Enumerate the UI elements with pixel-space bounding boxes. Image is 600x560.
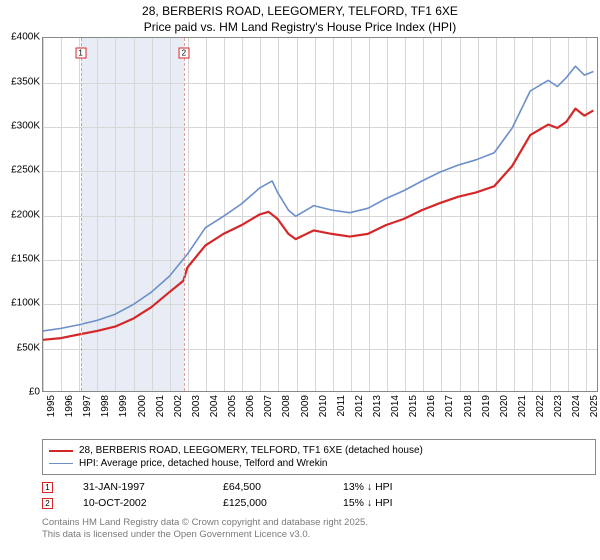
x-tick-label: 2020 bbox=[499, 395, 510, 417]
x-tick-label: 2002 bbox=[173, 395, 184, 417]
x-tick-label: 2004 bbox=[209, 395, 220, 417]
y-tick-label: £200K bbox=[11, 209, 40, 220]
legend-row: HPI: Average price, detached house, Telf… bbox=[49, 457, 589, 470]
x-tick-label: 1997 bbox=[82, 395, 93, 417]
x-tick-label: 1998 bbox=[100, 395, 111, 417]
y-tick-label: £350K bbox=[11, 76, 40, 87]
sale-price: £125,000 bbox=[223, 497, 313, 509]
x-tick-label: 2006 bbox=[245, 395, 256, 417]
legend-label: HPI: Average price, detached house, Telf… bbox=[79, 458, 328, 469]
x-tick-label: 2013 bbox=[372, 395, 383, 417]
x-tick-label: 2011 bbox=[336, 395, 347, 417]
x-tick-label: 2001 bbox=[155, 395, 166, 417]
x-tick-label: 2003 bbox=[191, 395, 202, 417]
x-tick-label: 2017 bbox=[444, 395, 455, 417]
y-tick-label: £250K bbox=[11, 165, 40, 176]
x-tick-label: 2023 bbox=[553, 395, 564, 417]
footer-line-2: This data is licensed under the Open Gov… bbox=[42, 529, 600, 541]
sale-delta: 15% ↓ HPI bbox=[343, 497, 443, 509]
x-tick-label: 2007 bbox=[263, 395, 274, 417]
y-tick-label: £400K bbox=[11, 32, 40, 43]
y-tick-label: £100K bbox=[11, 298, 40, 309]
x-tick-label: 2010 bbox=[318, 395, 329, 417]
x-tick-label: 2014 bbox=[390, 395, 401, 417]
x-tick-label: 1999 bbox=[118, 395, 129, 417]
x-tick-label: 2018 bbox=[463, 395, 474, 417]
sale-row-marker: 1 bbox=[42, 482, 53, 493]
x-tick-label: 2000 bbox=[137, 395, 148, 417]
sale-date: 10-OCT-2002 bbox=[83, 497, 193, 509]
legend-row: 28, BERBERIS ROAD, LEEGOMERY, TELFORD, T… bbox=[49, 444, 589, 457]
chart-title: 28, BERBERIS ROAD, LEEGOMERY, TELFORD, T… bbox=[0, 0, 600, 37]
sale-row: 1 31-JAN-1997 £64,500 13% ↓ HPI bbox=[42, 479, 600, 495]
y-tick-label: £150K bbox=[11, 254, 40, 265]
x-tick-label: 2008 bbox=[281, 395, 292, 417]
x-tick-label: 2021 bbox=[517, 395, 528, 417]
x-tick-label: 2025 bbox=[589, 395, 600, 417]
chart-area: £0£50K£100K£150K£200K£250K£300K£350K£400… bbox=[0, 37, 600, 437]
sale-marker-line bbox=[184, 38, 185, 391]
legend: 28, BERBERIS ROAD, LEEGOMERY, TELFORD, T… bbox=[42, 439, 596, 475]
sale-row: 2 10-OCT-2002 £125,000 15% ↓ HPI bbox=[42, 495, 600, 511]
series-property bbox=[43, 109, 593, 340]
y-tick-label: £0 bbox=[29, 387, 40, 398]
x-tick-label: 2015 bbox=[408, 395, 419, 417]
sale-delta: 13% ↓ HPI bbox=[343, 481, 443, 493]
sale-row-marker: 2 bbox=[42, 498, 53, 509]
x-tick-label: 2019 bbox=[481, 395, 492, 417]
legend-swatch bbox=[49, 463, 73, 465]
x-tick-label: 1996 bbox=[64, 395, 75, 417]
x-tick-label: 2009 bbox=[300, 395, 311, 417]
footer: Contains HM Land Registry data © Crown c… bbox=[42, 517, 600, 541]
y-tick-label: £300K bbox=[11, 120, 40, 131]
plot-area: 12 bbox=[42, 37, 598, 392]
legend-label: 28, BERBERIS ROAD, LEEGOMERY, TELFORD, T… bbox=[79, 445, 423, 456]
sales-table: 1 31-JAN-1997 £64,500 13% ↓ HPI 2 10-OCT-2002… bbox=[42, 479, 600, 511]
sale-price: £64,500 bbox=[223, 481, 313, 493]
x-tick-label: 2024 bbox=[571, 395, 582, 417]
legend-swatch bbox=[49, 450, 73, 452]
series-hpi bbox=[43, 66, 593, 331]
x-tick-label: 2022 bbox=[535, 395, 546, 417]
title-line-2: Price paid vs. HM Land Registry's House … bbox=[0, 20, 600, 36]
sale-marker: 2 bbox=[178, 48, 189, 59]
y-axis: £0£50K£100K£150K£200K£250K£300K£350K£400… bbox=[0, 37, 42, 392]
line-chart-svg bbox=[43, 38, 597, 391]
sale-marker-line bbox=[81, 38, 82, 391]
sale-marker: 1 bbox=[75, 48, 86, 59]
title-line-1: 28, BERBERIS ROAD, LEEGOMERY, TELFORD, T… bbox=[0, 4, 600, 20]
sale-date: 31-JAN-1997 bbox=[83, 481, 193, 493]
x-tick-label: 2016 bbox=[426, 395, 437, 417]
x-axis: 1995 1996 1997 1998 1999 2000 2001 2002 2003 2004… bbox=[42, 392, 598, 437]
y-tick-label: £50K bbox=[17, 342, 40, 353]
x-tick-label: 2012 bbox=[354, 395, 365, 417]
x-tick-label: 1995 bbox=[46, 395, 57, 417]
x-tick-label: 2005 bbox=[227, 395, 238, 417]
footer-line-1: Contains HM Land Registry data © Crown c… bbox=[42, 517, 600, 529]
